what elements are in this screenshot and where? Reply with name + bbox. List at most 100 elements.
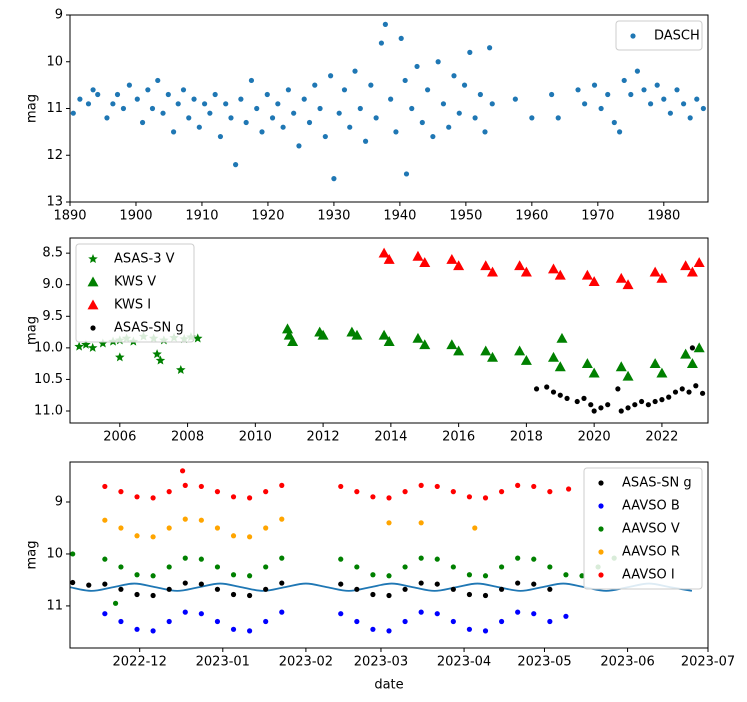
legend-label: AAVSO I bbox=[622, 568, 675, 583]
point bbox=[574, 398, 580, 405]
point bbox=[403, 171, 410, 177]
point bbox=[182, 555, 188, 561]
point bbox=[647, 101, 654, 107]
point bbox=[435, 59, 441, 65]
legend-marker bbox=[598, 549, 604, 555]
point bbox=[166, 525, 172, 531]
point bbox=[233, 162, 239, 168]
legend-label: ASAS-SN g bbox=[114, 321, 184, 336]
point bbox=[581, 358, 593, 369]
point bbox=[373, 115, 379, 121]
point bbox=[264, 91, 270, 98]
point bbox=[591, 82, 598, 88]
point bbox=[482, 495, 489, 501]
x-tick-label: 2020 bbox=[578, 430, 611, 445]
x-tick-label: 2014 bbox=[374, 430, 407, 445]
point bbox=[489, 101, 495, 107]
point bbox=[191, 96, 197, 102]
point bbox=[328, 73, 334, 79]
x-tick-label: 1930 bbox=[317, 209, 350, 224]
x-tick-label: 2018 bbox=[510, 430, 543, 445]
point bbox=[370, 572, 376, 578]
legend-label: KWS I bbox=[114, 298, 151, 313]
point bbox=[487, 351, 499, 362]
point bbox=[477, 91, 483, 98]
point bbox=[605, 91, 611, 98]
point bbox=[247, 628, 253, 634]
plot-frame bbox=[69, 14, 709, 203]
point bbox=[179, 468, 186, 474]
point bbox=[263, 564, 269, 570]
legend-marker bbox=[90, 325, 96, 331]
point bbox=[331, 176, 337, 182]
point bbox=[383, 253, 395, 264]
point bbox=[386, 520, 392, 526]
point bbox=[341, 87, 348, 93]
point bbox=[680, 348, 692, 359]
legend-label: AAVSO B bbox=[622, 499, 680, 514]
point bbox=[214, 564, 221, 570]
point bbox=[555, 115, 561, 121]
point bbox=[547, 351, 559, 362]
legend-marker bbox=[598, 526, 604, 532]
point bbox=[402, 77, 408, 84]
point bbox=[110, 101, 116, 107]
point bbox=[418, 609, 424, 615]
point bbox=[466, 626, 473, 632]
legend-marker bbox=[87, 276, 99, 287]
y-tick-label: 10 bbox=[46, 54, 63, 69]
point bbox=[547, 489, 553, 495]
point bbox=[368, 82, 374, 88]
point bbox=[280, 124, 286, 130]
legend-box bbox=[75, 243, 195, 343]
legend-marker bbox=[598, 572, 604, 578]
point bbox=[418, 482, 424, 488]
point bbox=[285, 87, 291, 93]
point bbox=[279, 482, 285, 488]
point bbox=[453, 260, 465, 271]
point bbox=[150, 495, 156, 501]
x-tick-label: 2023-05 bbox=[517, 655, 571, 670]
point bbox=[90, 87, 96, 93]
point bbox=[386, 573, 392, 579]
point bbox=[155, 77, 161, 84]
point bbox=[198, 556, 204, 562]
point bbox=[182, 516, 188, 522]
point bbox=[338, 581, 344, 587]
point bbox=[74, 341, 84, 351]
point bbox=[515, 555, 521, 561]
point bbox=[515, 482, 521, 488]
point bbox=[351, 329, 363, 340]
point bbox=[354, 618, 360, 625]
point bbox=[480, 260, 492, 271]
point bbox=[412, 250, 424, 261]
point bbox=[672, 389, 679, 395]
point bbox=[461, 82, 468, 88]
x-tick-label: 1900 bbox=[119, 209, 152, 224]
point bbox=[383, 336, 395, 346]
point bbox=[182, 609, 188, 615]
point bbox=[409, 105, 415, 112]
point bbox=[467, 49, 473, 56]
legend-marker bbox=[630, 33, 636, 39]
point bbox=[564, 395, 570, 401]
point bbox=[357, 105, 363, 112]
x-tick-label: 1920 bbox=[251, 209, 284, 224]
point bbox=[661, 96, 667, 102]
point bbox=[134, 626, 140, 632]
point bbox=[520, 266, 532, 277]
point bbox=[370, 494, 376, 500]
point bbox=[382, 21, 388, 27]
point bbox=[223, 101, 229, 107]
point bbox=[446, 124, 452, 130]
point bbox=[689, 345, 696, 351]
point bbox=[70, 579, 76, 586]
x-tick-label: 2022-12 bbox=[113, 655, 167, 670]
point bbox=[472, 115, 478, 121]
point bbox=[217, 133, 224, 140]
point bbox=[81, 339, 91, 349]
point bbox=[312, 82, 318, 88]
point bbox=[180, 87, 187, 93]
y-axis-label: mag bbox=[25, 316, 40, 345]
point bbox=[414, 63, 420, 70]
